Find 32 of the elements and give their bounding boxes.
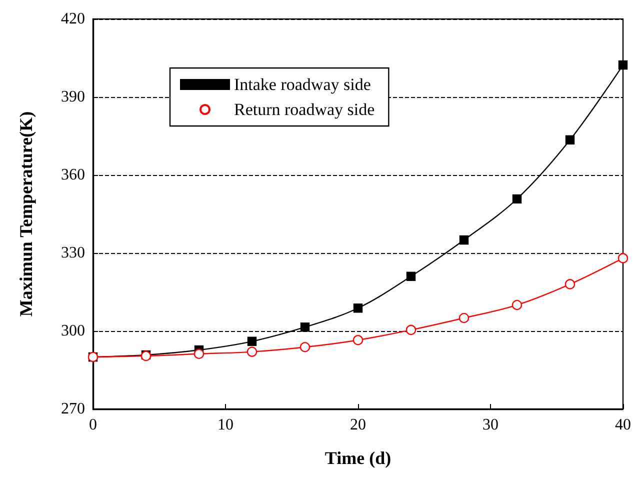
y-tick-label: 300 — [61, 322, 85, 340]
x-tick-label: 20 — [350, 416, 366, 434]
y-tick-label: 330 — [61, 244, 85, 262]
point — [194, 348, 204, 359]
point — [618, 253, 628, 264]
point — [564, 279, 576, 290]
point — [353, 304, 363, 313]
point — [300, 322, 310, 332]
point — [246, 346, 258, 357]
x-tick-label: 40 — [615, 416, 631, 434]
point — [512, 300, 522, 310]
y-tick-label: 420 — [61, 10, 85, 28]
point — [406, 324, 416, 336]
point — [247, 336, 257, 346]
point — [458, 312, 470, 324]
point — [459, 235, 469, 245]
point — [618, 60, 628, 70]
x-tick-label: 10 — [218, 416, 234, 434]
point — [565, 135, 575, 144]
x-axis-title: Time (d) — [324, 448, 392, 468]
legend-label: Intake roadway side — [234, 75, 371, 94]
legend-label: Return roadway side — [234, 100, 375, 119]
y-tick-label: 270 — [61, 400, 85, 418]
x-tick-label: 30 — [482, 416, 498, 434]
point — [300, 342, 310, 352]
y-axis-title: Maximun Temperature(K) — [16, 111, 36, 317]
y-tick-label: 390 — [61, 88, 85, 106]
point — [352, 335, 364, 346]
point — [512, 194, 522, 204]
point — [406, 272, 416, 281]
y-tick-label: 360 — [61, 166, 85, 184]
x-tick-label: 0 — [89, 416, 97, 434]
